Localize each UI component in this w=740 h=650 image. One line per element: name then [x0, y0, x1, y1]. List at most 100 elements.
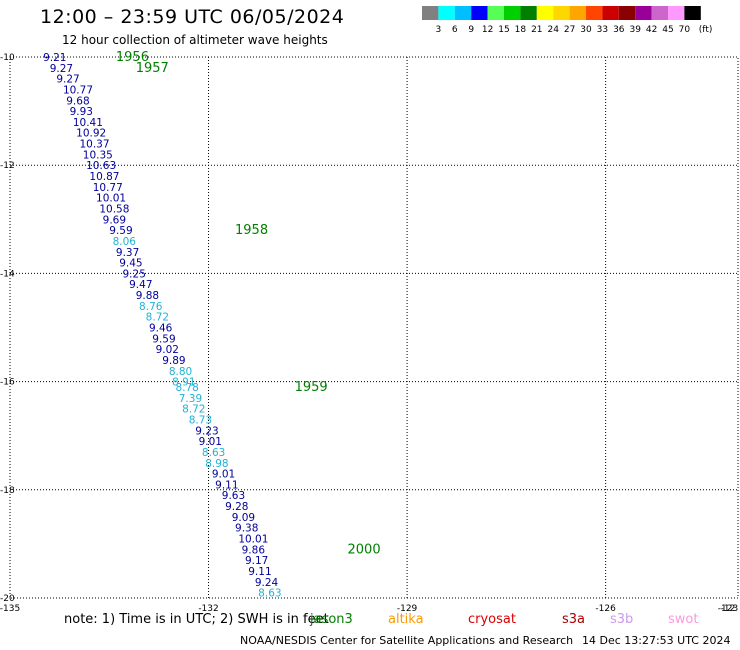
- data-point-0-45: 10.01: [238, 533, 268, 545]
- satellite-label-s3b: s3b: [610, 612, 634, 627]
- legend-unit: (ft): [699, 25, 713, 35]
- data-point-0-4: 9.68: [66, 95, 89, 107]
- legend-swatch-14: [651, 6, 668, 20]
- y-tick-label-2: -14: [0, 269, 15, 279]
- data-point-0-14: 10.58: [99, 203, 129, 215]
- legend-swatch-12: [618, 6, 636, 20]
- page-title: 12:00 – 23:59 UTC 06/05/2024: [40, 6, 345, 28]
- pass-label-2000: 2000: [348, 542, 381, 557]
- legend-swatch-1: [438, 6, 455, 20]
- x-tick-label-1: -132: [198, 604, 218, 612]
- pass-label-1956: 1956: [116, 50, 149, 65]
- data-point-0-28: 9.89: [162, 355, 185, 367]
- legend-label-6: 21: [531, 25, 542, 35]
- x-tick-label-3: -126: [595, 604, 616, 612]
- page-subtitle: 12 hour collection of altimeter wave hei…: [62, 33, 328, 47]
- data-point-0-1: 9.27: [50, 63, 73, 75]
- data-point-0-37: 8.63: [202, 447, 225, 459]
- legend-swatch-3: [471, 6, 488, 20]
- legend-label-1: 6: [452, 25, 458, 35]
- data-point-0-11: 10.87: [89, 171, 119, 183]
- legend-label-11: 36: [613, 25, 625, 35]
- data-point-0-23: 8.76: [139, 301, 163, 313]
- data-point-0-9: 10.35: [83, 149, 113, 161]
- data-point-0-16: 9.59: [109, 225, 132, 237]
- generated-timestamp: 14 Dec 13:27:53 UTC 2024: [582, 634, 731, 647]
- satellite-label-altika: altika: [388, 612, 424, 627]
- legend-label-15: 70: [679, 25, 691, 35]
- data-point-0-48: 9.11: [248, 566, 271, 578]
- data-point-0-47: 9.17: [245, 555, 268, 567]
- x-tick-label-5: -12: [721, 604, 736, 612]
- plot-frame: [9, 56, 739, 599]
- data-point-0-6: 10.41: [73, 117, 103, 129]
- data-point-0-21: 9.47: [129, 279, 152, 291]
- data-point-0-17: 8.06: [113, 236, 137, 248]
- x-tick-label-0: -135: [0, 604, 20, 612]
- y-tick-label-4: -18: [0, 486, 15, 496]
- legend-label-14: 45: [662, 25, 673, 35]
- pass-label-1957: 1957: [136, 61, 169, 76]
- data-point-0-49: 9.24: [255, 577, 279, 589]
- data-point-0-18: 9.37: [116, 247, 139, 259]
- data-point-0-10: 10.63: [86, 160, 116, 172]
- data-point-0-5: 9.93: [70, 106, 93, 118]
- legend-swatch-5: [504, 6, 521, 20]
- data-point-0-40: 9.11: [215, 479, 238, 491]
- data-point-0-31: 8.78: [175, 382, 198, 394]
- legend-swatch-4: [487, 6, 504, 20]
- data-point-0-30: 8.91: [172, 377, 195, 389]
- legend-label-3: 12: [482, 25, 493, 35]
- data-point-0-43: 9.09: [232, 512, 255, 524]
- data-point-0-36: 9.01: [199, 436, 222, 448]
- data-point-0-34: 8.73: [189, 414, 212, 426]
- data-point-0-33: 8.72: [182, 404, 205, 416]
- legend-label-13: 42: [646, 25, 657, 35]
- y-tick-label-1: -12: [0, 161, 15, 171]
- data-point-0-19: 9.45: [119, 258, 142, 270]
- y-tick-label-5: -20: [0, 594, 15, 604]
- pass-label-1959: 1959: [295, 380, 328, 395]
- legend-label-7: 24: [547, 25, 559, 35]
- legend-swatch-9: [569, 6, 586, 20]
- legend-label-0: 3: [436, 25, 442, 35]
- x-tick-label-2: -129: [397, 604, 418, 612]
- data-point-0-42: 9.28: [225, 501, 248, 513]
- data-point-0-41: 9.63: [222, 490, 245, 502]
- data-point-0-8: 10.37: [79, 139, 109, 151]
- data-point-0-35: 9.23: [195, 425, 218, 437]
- legend-swatch-8: [553, 6, 570, 20]
- data-point-0-46: 9.86: [242, 544, 266, 556]
- data-point-0-38: 8.98: [205, 458, 228, 470]
- legend-label-2: 9: [468, 25, 474, 35]
- legend-swatch-16: [684, 6, 701, 20]
- data-point-0-13: 10.01: [96, 193, 126, 205]
- data-point-0-12: 10.77: [93, 182, 123, 194]
- data-point-0-26: 9.59: [152, 333, 175, 345]
- data-point-0-50: 8.63: [258, 588, 281, 600]
- data-point-0-3: 10.77: [63, 84, 93, 96]
- legend-swatch-2: [454, 6, 472, 20]
- data-point-0-2: 9.27: [56, 74, 79, 86]
- legend-label-10: 33: [597, 25, 608, 35]
- data-point-0-29: 8.80: [169, 366, 192, 378]
- legend-swatch-13: [635, 6, 652, 20]
- satellite-label-cryosat: cryosat: [468, 612, 516, 627]
- legend-swatch-10: [586, 6, 603, 20]
- legend-swatch-7: [536, 6, 554, 20]
- credit-line: NOAA/NESDIS Center for Satellite Applica…: [240, 634, 574, 647]
- data-point-0-32: 7.39: [179, 393, 202, 405]
- data-point-0-0: 9.21: [43, 52, 66, 64]
- data-point-0-27: 9.02: [156, 344, 179, 356]
- y-tick-label-0: -10: [0, 53, 15, 63]
- wave-height-chart: -135 -132 -129 -126 -123-12-10-12-14-16-18-2…: [0, 50, 739, 612]
- data-point-0-39: 9.01: [212, 469, 235, 481]
- legend-label-9: 30: [580, 25, 592, 35]
- legend-swatch-0: [422, 6, 439, 20]
- legend-label-5: 18: [515, 25, 527, 35]
- satellite-label-jason3: jason3: [310, 612, 353, 627]
- data-point-0-22: 9.88: [136, 290, 159, 302]
- satellite-label-s3a: s3a: [562, 612, 586, 627]
- data-point-0-15: 9.69: [103, 214, 126, 226]
- legend-swatch-11: [602, 6, 619, 20]
